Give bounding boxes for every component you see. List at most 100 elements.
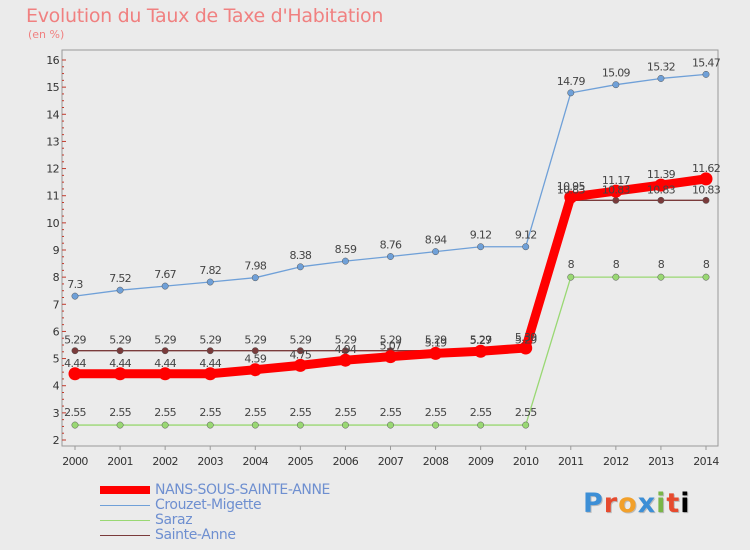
x-tick-label: 2007 <box>378 455 404 468</box>
data-label: 8.38 <box>290 249 312 262</box>
data-point <box>116 421 124 429</box>
data-point <box>293 358 307 372</box>
data-point <box>567 273 575 281</box>
data-point <box>519 341 533 355</box>
x-tick-label: 2005 <box>288 455 314 468</box>
data-point <box>116 286 124 294</box>
data-point <box>161 282 169 290</box>
y-tick-label: 16 <box>46 54 59 67</box>
x-tick-label: 2011 <box>558 455 584 468</box>
data-label: 5.19 <box>425 336 447 349</box>
data-label: 2.55 <box>515 406 537 419</box>
data-label: 2.55 <box>380 406 402 419</box>
data-point <box>387 421 394 429</box>
chart-title: Evolution du Taux de Taxe d'Habitation <box>26 5 384 27</box>
data-label: 5.29 <box>244 334 266 347</box>
data-point <box>474 344 488 358</box>
data-label: 5.29 <box>335 334 357 347</box>
data-label: 5.07 <box>380 340 402 353</box>
data-label: 4.59 <box>244 353 266 366</box>
data-label: 4.44 <box>154 357 176 370</box>
y-tick-label: 12 <box>46 163 59 176</box>
data-label: 11.62 <box>692 162 720 175</box>
data-label: 5.29 <box>290 334 312 347</box>
data-point <box>251 421 259 429</box>
data-point <box>384 350 397 364</box>
data-label: 2.55 <box>425 406 447 419</box>
data-label: 10.83 <box>602 183 631 196</box>
y-tick-label: 3 <box>53 407 60 420</box>
data-label: 9.12 <box>470 229 492 242</box>
data-label: 2.55 <box>290 406 312 419</box>
data-label: 8.94 <box>425 234 447 247</box>
legend-label: Crouzet-Migette <box>155 497 262 513</box>
data-label: 5.29 <box>154 334 176 347</box>
data-label: 7.67 <box>154 268 176 281</box>
data-label: 7.3 <box>67 278 83 291</box>
data-point <box>68 367 82 381</box>
data-label: 5.27 <box>470 334 492 347</box>
data-point <box>206 421 214 429</box>
data-point <box>203 367 217 381</box>
data-label: 7.82 <box>199 264 221 277</box>
data-point <box>702 70 710 78</box>
data-point <box>341 421 349 429</box>
data-point <box>432 248 440 256</box>
data-label: 8 <box>703 258 710 271</box>
data-point <box>612 196 620 204</box>
data-label: 4.94 <box>335 343 357 356</box>
data-point <box>296 347 304 355</box>
data-label: 4.44 <box>64 357 86 370</box>
y-tick-label: 14 <box>46 108 59 121</box>
legend-label: NANS-SOUS-SAINTE-ANNE <box>155 482 330 498</box>
line-chart: 2 3 4 5 6 7 8 9 10 11 12 13 14 15 16 2000 2001 2002 2003 20… <box>46 49 721 468</box>
data-point <box>657 75 665 82</box>
legend-label: Sainte-Anne <box>155 527 236 543</box>
data-label: 15.32 <box>647 60 675 73</box>
data-point <box>432 421 440 429</box>
y-tick-label: 2 <box>53 434 59 447</box>
x-tick-label: 2006 <box>333 455 359 468</box>
data-point <box>567 89 575 97</box>
y-tick-label: 11 <box>46 190 59 203</box>
data-label: 5.29 <box>425 334 447 347</box>
chart-subtitle: (en %) <box>28 28 65 41</box>
data-label: 8.76 <box>380 239 402 252</box>
data-label: 15.09 <box>602 67 631 80</box>
data-point <box>248 363 262 377</box>
data-point <box>612 81 620 89</box>
data-label: 2.55 <box>109 406 131 419</box>
data-point <box>522 421 530 429</box>
data-label: 5.29 <box>199 334 221 347</box>
data-point <box>702 273 710 281</box>
data-point <box>296 421 304 429</box>
data-label: 2.55 <box>335 406 357 419</box>
data-point <box>161 421 169 429</box>
legend-swatch <box>100 535 150 536</box>
data-label: 5.29 <box>470 334 492 347</box>
data-point <box>71 292 79 300</box>
data-label: 5.29 <box>64 334 86 347</box>
data-label: 2.55 <box>64 406 86 419</box>
data-label: 2.55 <box>244 406 266 419</box>
x-tick-label: 2000 <box>62 455 88 468</box>
data-label: 10.83 <box>647 183 676 196</box>
data-point <box>612 273 620 281</box>
data-label: 8 <box>658 258 665 271</box>
data-point <box>113 367 127 381</box>
y-tick-label: 9 <box>53 244 60 257</box>
data-point <box>654 178 668 192</box>
data-point <box>609 184 623 198</box>
data-label: 4.44 <box>109 357 131 370</box>
data-label: 11.17 <box>602 174 631 187</box>
data-point <box>161 347 169 355</box>
data-point <box>387 253 394 260</box>
x-tick-label: 2008 <box>423 455 449 468</box>
data-label: 4.75 <box>290 348 312 361</box>
data-point <box>251 274 259 282</box>
y-tick-label: 6 <box>53 325 60 338</box>
data-label: 9.12 <box>515 229 537 242</box>
data-point <box>206 347 214 355</box>
data-point <box>116 347 124 355</box>
data-labels-layer: 2.55 2.55 2.55 2.55 2.55 2.55 2.55 2.55 2.55 2.55… <box>64 56 721 419</box>
